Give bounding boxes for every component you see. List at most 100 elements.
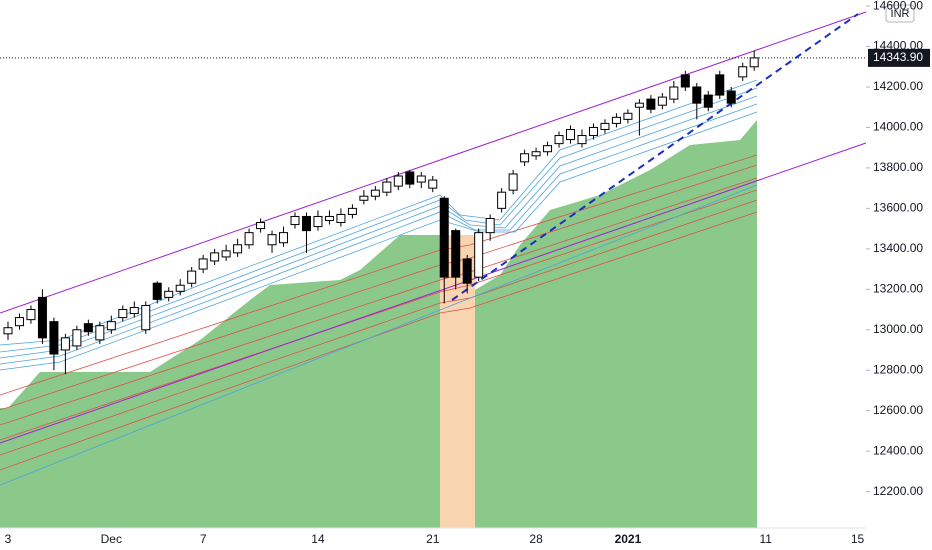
candle-body	[634, 102, 644, 108]
candle-body	[623, 112, 633, 120]
y-tick-label: 14600.00	[873, 0, 923, 12]
candle-body	[462, 258, 472, 284]
cloud	[0, 235, 440, 528]
x-tick-label: 11	[759, 532, 772, 546]
price-axis	[866, 0, 932, 550]
y-tick-label: 12200.00	[873, 484, 923, 498]
indicator-overlay	[0, 11, 867, 528]
candle-body	[301, 215, 311, 232]
candle-body	[83, 323, 93, 333]
y-tick-label: 14000.00	[873, 120, 923, 134]
candle-body	[393, 175, 403, 187]
candle-body	[324, 215, 334, 222]
trend-line	[451, 13, 859, 301]
candle-body	[347, 207, 357, 215]
candle-body	[657, 96, 667, 106]
currency-badge	[885, 4, 915, 23]
y-tick-label: 13200.00	[873, 281, 923, 295]
candle-body	[738, 66, 748, 78]
candle-body	[60, 337, 70, 351]
candle-body	[669, 86, 679, 100]
candle-body	[611, 116, 621, 124]
channel-upper	[0, 11, 867, 314]
candle-body	[520, 153, 530, 163]
candle-body	[3, 327, 13, 335]
candle-body	[474, 232, 484, 278]
candle-body	[428, 179, 438, 189]
x-tick-label: 14	[311, 532, 325, 546]
highlight-band	[440, 235, 475, 528]
last-price-box	[868, 48, 930, 67]
candle-body	[715, 74, 725, 96]
candle-body	[485, 217, 495, 234]
candle-body	[359, 195, 369, 201]
y-tick-label: 13600.00	[873, 201, 923, 215]
candle-body	[692, 86, 702, 104]
candle-body	[164, 290, 174, 298]
candle-body	[703, 94, 713, 108]
candle-body	[451, 230, 461, 278]
candle-body	[600, 122, 610, 130]
candle-body	[221, 250, 231, 258]
candle-body	[439, 197, 449, 278]
candle-body	[497, 191, 507, 209]
candle-body	[141, 304, 151, 331]
ribbon-fast	[0, 79, 758, 486]
y-tick-label: 12400.00	[873, 443, 923, 457]
cloud	[475, 120, 757, 528]
candle-body	[279, 232, 289, 244]
candle-body	[118, 309, 128, 319]
candle-body	[336, 213, 346, 224]
candle-body	[14, 317, 24, 327]
candle-body	[129, 306, 139, 315]
candle-body	[290, 215, 300, 226]
candle-body	[749, 57, 759, 68]
candle-body	[646, 98, 656, 110]
x-tick-label: 3	[5, 532, 12, 546]
candle-body	[382, 181, 392, 193]
candle-body	[244, 232, 254, 246]
candles	[3, 50, 759, 375]
x-tick-label: 2021	[615, 532, 642, 546]
x-tick-label: Dec	[101, 532, 122, 546]
candle-body	[233, 244, 243, 254]
y-tick-label: 12600.00	[873, 403, 923, 417]
candle-body	[726, 90, 736, 104]
candle-body	[313, 215, 323, 228]
candle-body	[106, 321, 116, 331]
candle-body	[267, 234, 277, 246]
y-tick-label: 13800.00	[873, 160, 923, 174]
candle-body	[508, 173, 518, 191]
x-tick-label: 21	[426, 532, 440, 546]
candle-body	[370, 189, 380, 197]
last-price-label: 14343.90	[873, 50, 923, 64]
candle-body	[566, 128, 576, 141]
candle-body	[543, 145, 553, 153]
candle-body	[531, 151, 541, 157]
candle-body	[577, 135, 587, 145]
candle-body	[187, 270, 197, 284]
candle-body	[680, 74, 690, 88]
candle-body	[72, 329, 82, 347]
candle-body	[37, 296, 47, 339]
candle-body	[405, 171, 415, 185]
candle-body	[256, 222, 266, 230]
candle-body	[49, 321, 59, 355]
candle-body	[198, 258, 208, 270]
x-tick-label: 15	[851, 532, 865, 546]
y-tick-label: 12800.00	[873, 362, 923, 376]
candle-body	[554, 135, 564, 145]
candle-body	[588, 126, 598, 137]
candle-body	[95, 325, 105, 341]
candle-body	[152, 282, 162, 300]
channel-lower	[0, 142, 867, 444]
currency-label: INR	[891, 8, 910, 20]
y-tick-label: 14200.00	[873, 79, 923, 93]
x-tick-label: 7	[200, 532, 207, 546]
candle-body	[210, 252, 220, 262]
candle-body	[175, 284, 185, 292]
x-tick-label: 28	[529, 532, 543, 546]
y-tick-label: 13000.00	[873, 322, 923, 336]
candle-body	[26, 309, 36, 321]
